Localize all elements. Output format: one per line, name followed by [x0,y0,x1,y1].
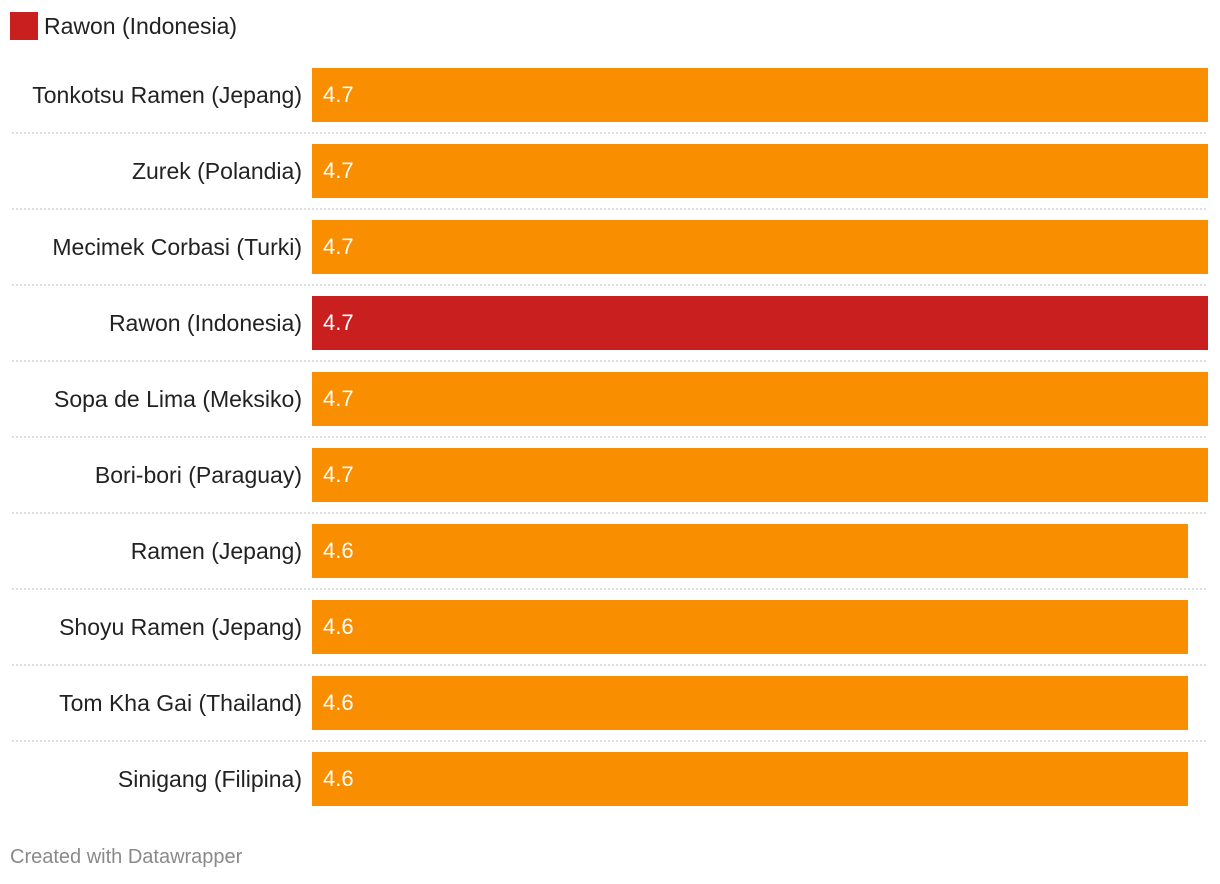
value-label: 4.6 [323,614,354,639]
credit-text: Created with Datawrapper [10,846,243,868]
category-label: Tom Kha Gai (Thailand) [59,690,302,716]
value-label: 4.7 [323,386,354,411]
bar [312,524,1188,578]
bar [312,68,1208,122]
category-label: Tonkotsu Ramen (Jepang) [32,82,302,108]
bar-highlight [312,296,1208,350]
value-label: 4.7 [323,462,354,487]
value-label: 4.6 [323,766,354,791]
value-label: 4.7 [323,310,354,335]
value-label: 4.6 [323,690,354,715]
category-label: Sopa de Lima (Meksiko) [54,386,302,412]
category-label: Mecimek Corbasi (Turki) [52,234,302,260]
bar [312,600,1188,654]
bar [312,448,1208,502]
bar [312,752,1188,806]
value-label: 4.7 [323,82,354,107]
legend-swatch [10,12,38,40]
category-label: Bori-bori (Paraguay) [95,462,302,488]
category-label: Ramen (Jepang) [131,538,302,564]
legend: Rawon (Indonesia) [10,11,237,41]
category-label: Rawon (Indonesia) [109,310,302,336]
value-label: 4.7 [323,234,354,259]
legend-label: Rawon (Indonesia) [44,12,238,39]
bar [312,676,1188,730]
value-label: 4.7 [323,158,354,183]
value-label: 4.6 [323,538,354,563]
category-label: Sinigang (Filipina) [118,766,302,792]
category-label: Zurek (Polandia) [132,158,302,184]
bar [312,220,1208,274]
bar [312,144,1208,198]
bar [312,372,1208,426]
category-label: Shoyu Ramen (Jepang) [59,614,302,640]
